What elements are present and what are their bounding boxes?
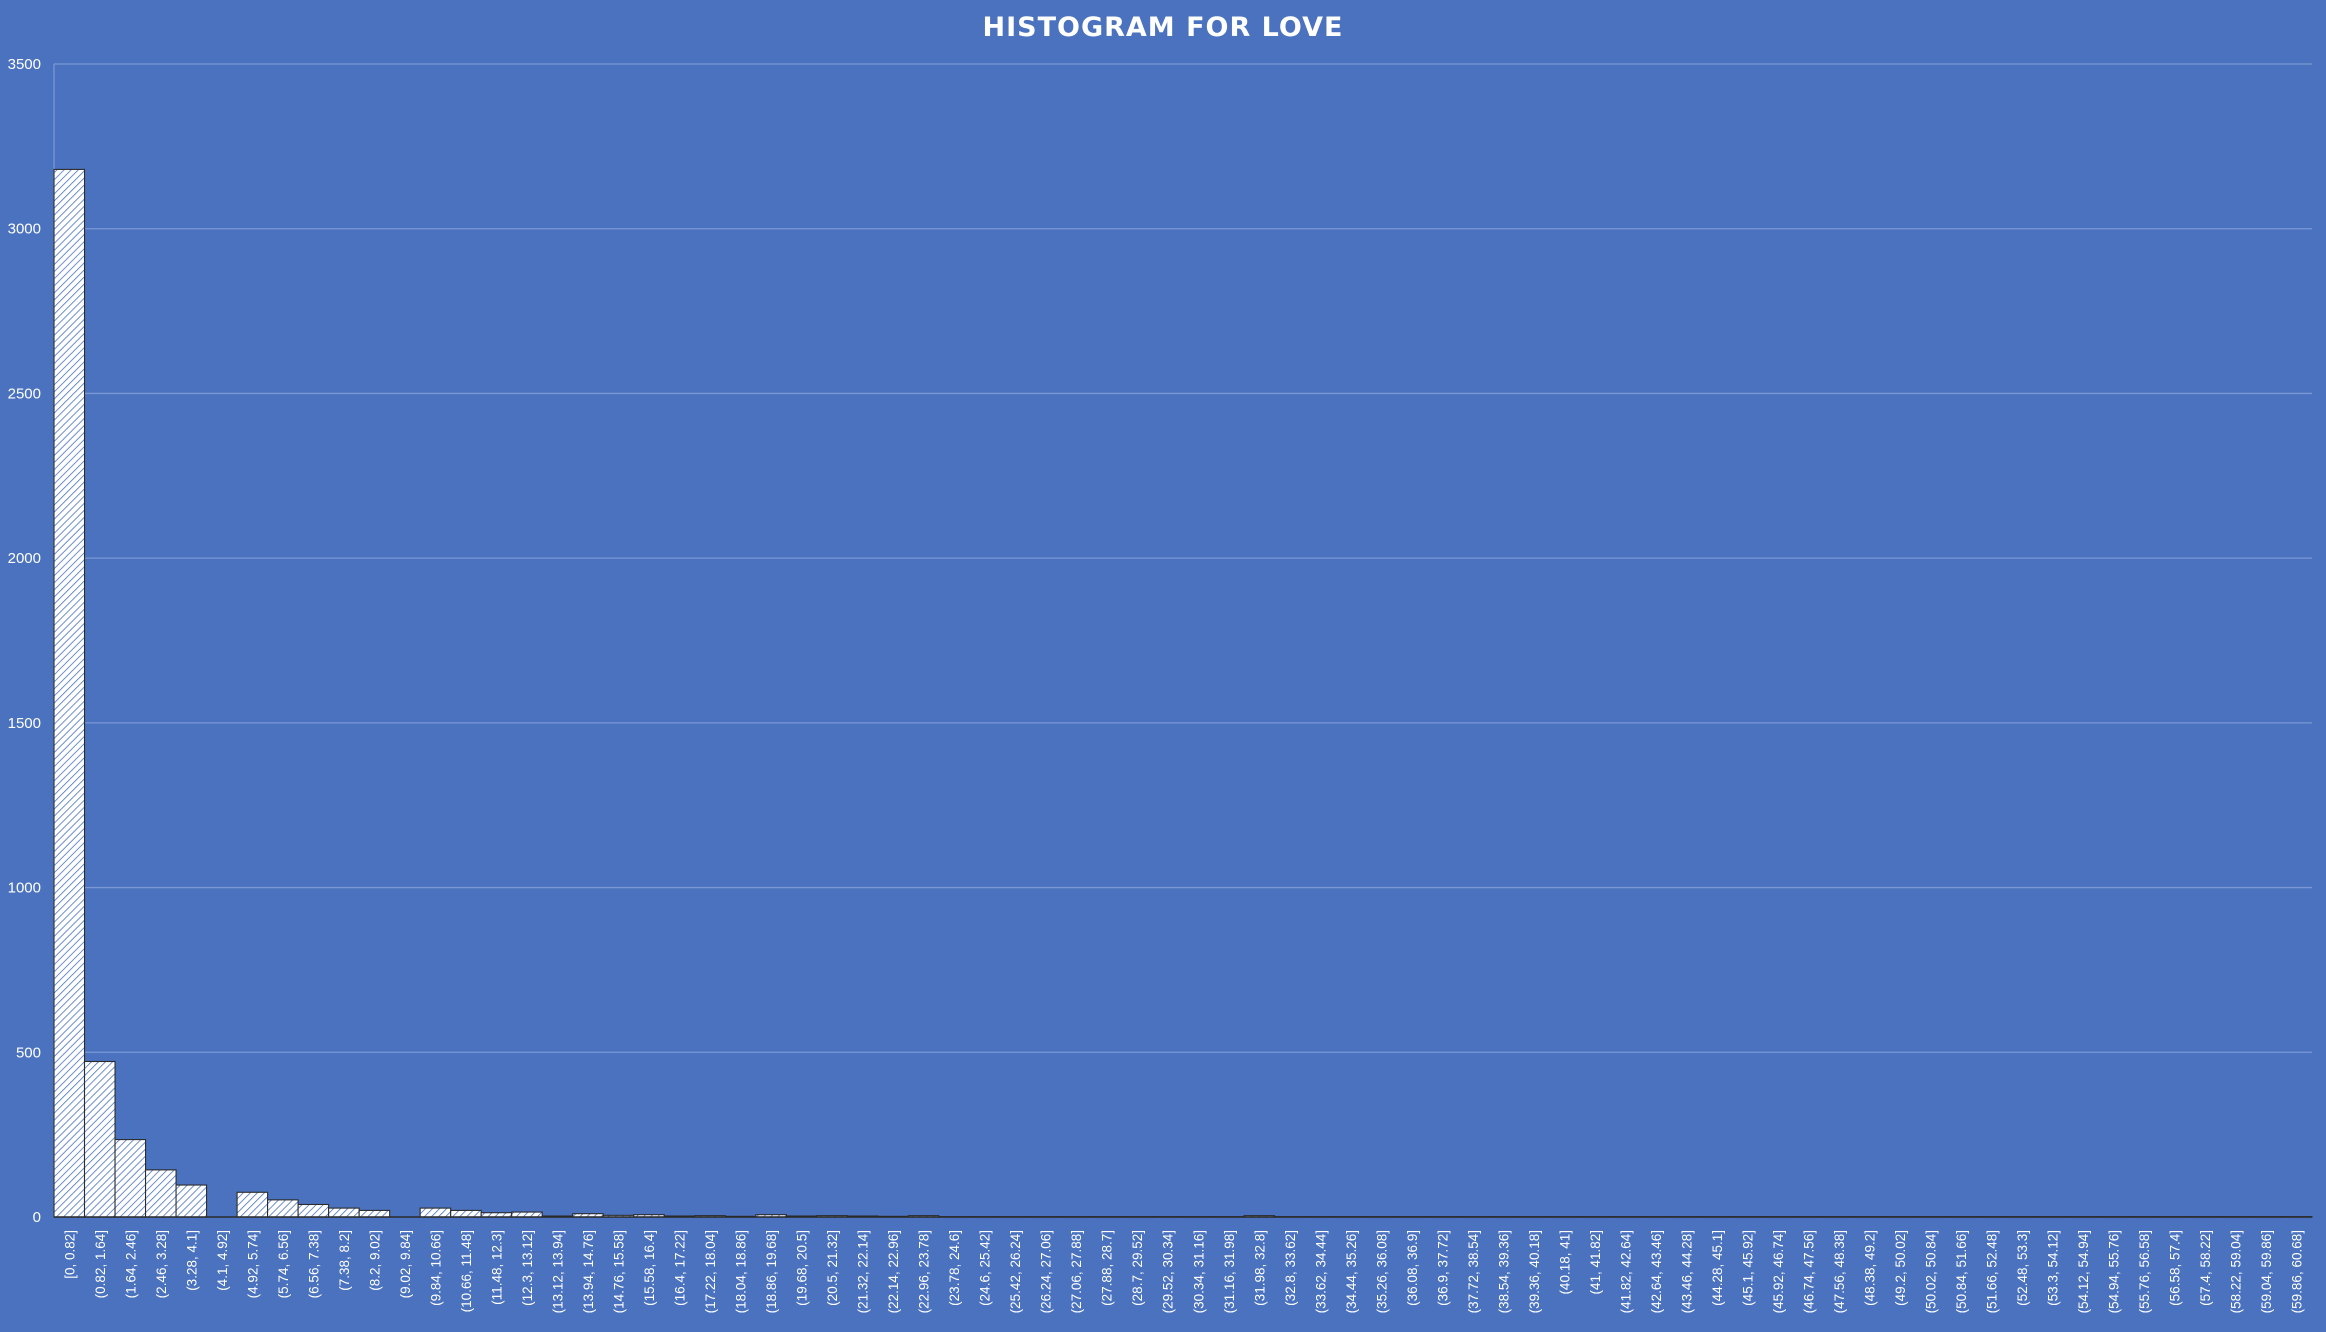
x-tick-label: (33.62, 34.44] <box>1313 1230 1328 1313</box>
x-tick-label: (57.4, 58.22] <box>2198 1230 2213 1306</box>
x-tick-label: (41.82, 42.64] <box>1618 1230 1633 1313</box>
x-tick-label: (52.48, 53.3] <box>2015 1230 2030 1306</box>
x-tick-label: (28.7, 29.52] <box>1130 1230 1145 1306</box>
x-tick-label: (43.46, 44.28] <box>1679 1230 1694 1313</box>
histogram-bar <box>83 1060 116 1218</box>
x-tick-label: (18.86, 19.68] <box>764 1230 779 1313</box>
histogram-bar <box>53 168 86 1218</box>
y-tick-label: 0 <box>33 1209 41 1226</box>
x-tick-label: (42.64, 43.46] <box>1649 1230 1664 1313</box>
x-tick-label: (1.64, 2.46] <box>123 1230 138 1298</box>
x-tick-label: (31.16, 31.98] <box>1222 1230 1237 1313</box>
x-tick-label: (49.2, 50.02] <box>1893 1230 1908 1306</box>
x-tick-label: (41, 41.82] <box>1588 1230 1603 1295</box>
x-tick-label: (12.3, 13.12] <box>520 1230 535 1306</box>
x-tick-label: (35.26, 36.08] <box>1374 1230 1389 1313</box>
x-tick-label: (48.38, 49.2] <box>1863 1230 1878 1306</box>
y-tick-label: 500 <box>16 1044 41 1061</box>
x-tick-label: (30.34, 31.16] <box>1191 1230 1206 1313</box>
x-tick-label: (54.12, 54.94] <box>2076 1230 2091 1313</box>
histogram-bar <box>144 1169 177 1218</box>
histogram-bar <box>419 1207 452 1218</box>
histogram-bar <box>328 1207 360 1218</box>
x-tick-label: (46.74, 47.56] <box>1802 1230 1817 1313</box>
x-tick-label: (24.6, 25.42] <box>978 1230 993 1306</box>
x-tick-label: (44.28, 45.1] <box>1710 1230 1725 1306</box>
chart-title: HISTOGRAM FOR LOVE <box>982 12 1344 43</box>
x-tick-label: (14.76, 15.58] <box>612 1230 627 1313</box>
x-tick-label: (3.28, 4.1] <box>184 1230 199 1291</box>
histogram-bar <box>175 1184 208 1218</box>
x-tick-label: (25.42, 26.24] <box>1008 1230 1023 1313</box>
histogram-bar <box>267 1199 299 1218</box>
x-tick-label: (47.56, 48.38] <box>1832 1230 1847 1313</box>
x-tick-label: (50.84, 51.66] <box>1954 1230 1969 1313</box>
x-tick-label: (36.08, 36.9] <box>1405 1230 1420 1306</box>
x-tick-label: (2.46, 3.28] <box>154 1230 169 1298</box>
y-tick-label: 2000 <box>8 550 41 567</box>
x-tick-label: (18.04, 18.86] <box>734 1230 749 1313</box>
y-tick-label: 3000 <box>8 221 41 238</box>
y-tick-label: 1000 <box>8 880 41 897</box>
x-tick-label: (4.1, 4.92] <box>215 1230 230 1291</box>
x-tick-label: (58.22, 59.04] <box>2229 1230 2244 1313</box>
x-tick-label: (59.86, 60.68] <box>2290 1230 2305 1313</box>
x-tick-label: (16.4, 17.22] <box>673 1230 688 1306</box>
x-tick-label: (51.66, 52.48] <box>1985 1230 2000 1313</box>
x-tick-label: (29.52, 30.34] <box>1161 1230 1176 1313</box>
x-tick-label: (50.02, 50.84] <box>1924 1230 1939 1313</box>
histogram-bar <box>297 1203 330 1218</box>
x-tick-label: (9.84, 10.66] <box>428 1230 443 1306</box>
x-tick-label: (10.66, 11.48] <box>459 1230 474 1312</box>
x-tick-label: (8.2, 9.02] <box>367 1230 382 1291</box>
x-tick-label: (27.88, 28.7] <box>1100 1230 1115 1306</box>
histogram-bar <box>114 1139 147 1218</box>
x-tick-label: (7.38, 8.2] <box>337 1230 352 1291</box>
x-tick-label: (59.04, 59.86] <box>2259 1230 2274 1313</box>
x-tick-label: (22.14, 22.96] <box>886 1230 901 1313</box>
x-tick-label: (5.74, 6.56] <box>276 1230 291 1298</box>
x-tick-label: (15.58, 16.4] <box>642 1230 657 1306</box>
x-tick-label: (38.54, 39.36] <box>1496 1230 1511 1313</box>
y-tick-label: 2500 <box>8 385 41 402</box>
x-tick-label: (34.44, 35.26] <box>1344 1230 1359 1313</box>
x-tick-label: (23.78, 24.6] <box>947 1230 962 1306</box>
x-tick-label: (32.8, 33.62] <box>1283 1230 1298 1306</box>
x-tick-label: (39.36, 40.18] <box>1527 1230 1542 1313</box>
x-tick-label: (4.92, 5.74] <box>245 1230 260 1298</box>
x-tick-label: (45.92, 46.74] <box>1771 1230 1786 1313</box>
histogram-bar <box>358 1209 391 1218</box>
x-tick-label: (19.68, 20.5] <box>795 1230 810 1306</box>
x-tick-label: (45.1, 45.92] <box>1741 1230 1756 1306</box>
histogram-bar <box>450 1209 482 1218</box>
x-tick-label: [0, 0.82] <box>62 1230 77 1279</box>
x-tick-label: (21.32, 22.14] <box>856 1230 871 1313</box>
x-tick-label: (55.76, 56.58] <box>2137 1230 2152 1313</box>
x-tick-label: (56.58, 57.4] <box>2168 1230 2183 1306</box>
x-tick-label: (31.98, 32.8] <box>1252 1230 1267 1306</box>
x-tick-label: (27.06, 27.88] <box>1069 1230 1084 1313</box>
x-tick-label: (40.18, 41] <box>1557 1230 1572 1295</box>
x-tick-label: (0.82, 1.64] <box>93 1230 108 1298</box>
x-tick-label: (36.9, 37.72] <box>1435 1230 1450 1306</box>
x-tick-label: (53.3, 54.12] <box>2046 1230 2061 1306</box>
x-tick-label: (13.12, 13.94] <box>550 1230 565 1313</box>
y-tick-label: 3500 <box>8 56 41 73</box>
x-tick-label: (6.56, 7.38] <box>306 1230 321 1298</box>
x-tick-label: (20.5, 21.32] <box>825 1230 840 1306</box>
x-tick-label: (11.48, 12.3] <box>489 1230 504 1305</box>
x-tick-label: (13.94, 14.76] <box>581 1230 596 1313</box>
x-tick-label: (26.24, 27.06] <box>1039 1230 1054 1313</box>
x-tick-label: (22.96, 23.78] <box>917 1230 932 1313</box>
x-tick-label: (54.94, 55.76] <box>2107 1230 2122 1313</box>
y-tick-label: 1500 <box>8 715 41 732</box>
x-tick-label: (37.72, 38.54] <box>1466 1230 1481 1313</box>
x-tick-label: (17.22, 18.04] <box>703 1230 718 1313</box>
histogram-bar <box>236 1191 269 1218</box>
x-tick-label: (9.02, 9.84] <box>398 1230 413 1298</box>
